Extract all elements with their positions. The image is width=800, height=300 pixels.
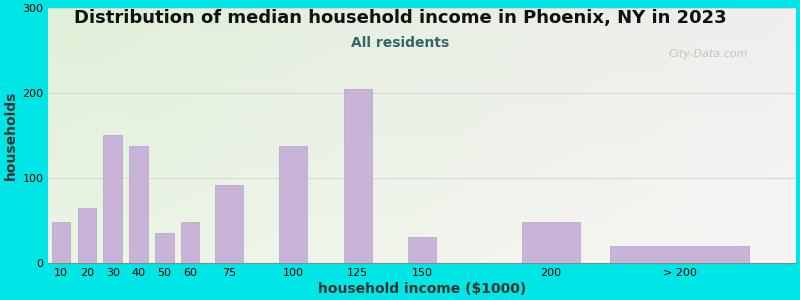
Text: Distribution of median household income in Phoenix, NY in 2023: Distribution of median household income … xyxy=(74,9,726,27)
Bar xyxy=(155,233,174,263)
Bar xyxy=(408,237,436,263)
Bar xyxy=(610,246,750,263)
Bar xyxy=(344,89,371,263)
Bar xyxy=(522,222,580,263)
Bar xyxy=(215,185,242,263)
Bar xyxy=(130,146,148,263)
Bar xyxy=(181,222,199,263)
Bar xyxy=(78,208,96,263)
Bar xyxy=(103,136,122,263)
Bar xyxy=(52,222,70,263)
Y-axis label: households: households xyxy=(4,91,18,180)
X-axis label: household income ($1000): household income ($1000) xyxy=(318,282,526,296)
Text: City-Data.com: City-Data.com xyxy=(669,49,748,59)
Text: All residents: All residents xyxy=(351,36,449,50)
Bar xyxy=(279,146,307,263)
